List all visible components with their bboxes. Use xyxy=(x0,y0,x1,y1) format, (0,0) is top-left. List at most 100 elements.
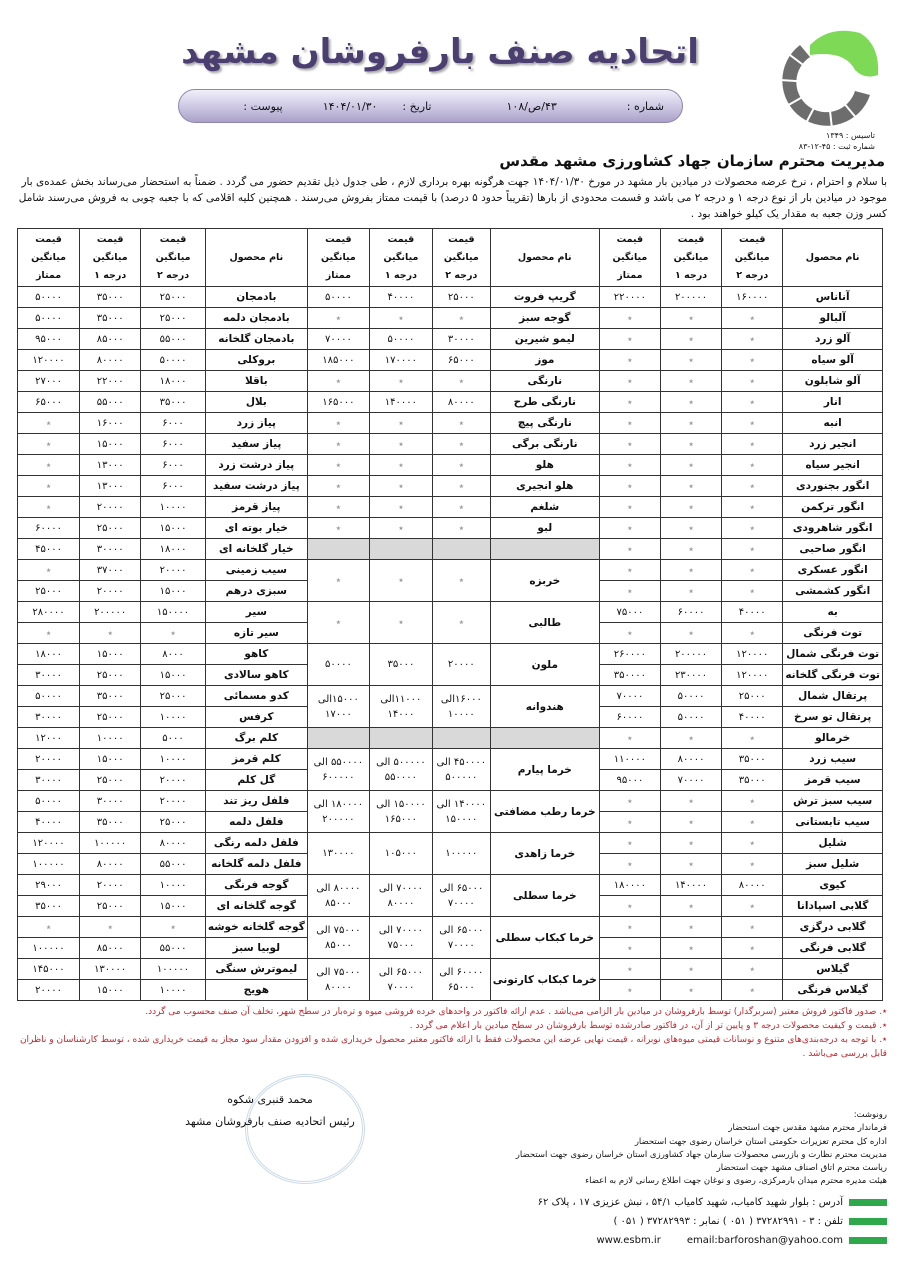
product-name: آلو زرد xyxy=(782,328,883,350)
price-cell: ٭ xyxy=(659,496,723,518)
price-cell: ۲۲۰۰۰ xyxy=(79,370,142,392)
price-cell: ٭ xyxy=(721,391,784,413)
price-cell: ۱۰۰۰۰ xyxy=(140,748,206,770)
price-cell: ۶۰۰۰۰ xyxy=(659,601,723,623)
product-name: هلو xyxy=(489,454,600,476)
product-name: نارنگی طرح xyxy=(489,391,600,413)
price-cell: ۷۰۰۰۰ xyxy=(598,685,661,707)
footer-right: رونوشت: فرماندار محترم مشهد مقدس جهت است… xyxy=(345,1069,890,1250)
product-name: بروکلی xyxy=(204,349,308,371)
price-cell: ۱۸۰۰۰ xyxy=(140,538,206,560)
price-cell: ۶۵۰۰۰ xyxy=(16,391,81,413)
signature-block: محمد قنبری شکوه رئیس اتحادیه صنف بارفروش… xyxy=(185,1089,355,1133)
price-cell: ۱۶۰۰۰۰ xyxy=(721,286,784,308)
price-cell: ۲۵۰۰۰ xyxy=(721,685,784,707)
product-name: سیر تازه xyxy=(204,622,308,644)
email[interactable]: email:barforoshan@yahoo.com xyxy=(686,1234,843,1246)
price-cell: ٭ xyxy=(721,853,784,875)
price-cell: ۲۵۰۰۰ xyxy=(79,769,142,791)
column-header-premium: قیمت میانگین ممتاز xyxy=(598,228,661,287)
price-cell: ۵۰۰۰۰ xyxy=(306,643,370,686)
price-cell: ٭ xyxy=(431,475,491,497)
price-cell: ۱۷۰۰۰۰ xyxy=(368,349,433,371)
product-name: آلو شابلون xyxy=(782,370,883,392)
price-cell: ۶۰۰۰ xyxy=(140,433,206,455)
product-name: توت فرنگی گلخانه xyxy=(782,664,883,686)
price-cell: ۷۰۰۰۰ الی ۸۰۰۰۰ xyxy=(368,874,433,917)
product-name: سیب تابستانی xyxy=(782,811,883,833)
price-cell: ۴۰۰۰۰ xyxy=(16,811,81,833)
table-row: انگور عسکری ٭ ٭ ٭ خربزه ٭ ٭ ٭ سیب زمینی ۲۰۰۰۰ ۳۷۰۰… xyxy=(16,559,883,602)
price-cell: ۲۰۰۰۰۰ xyxy=(659,643,723,665)
product-name: شلغم xyxy=(489,496,600,518)
price-cell: ٭ xyxy=(598,349,661,371)
price-cell: ۸۰۰۰ xyxy=(140,643,206,665)
price-cell: ۶۰۰۰ xyxy=(140,412,206,434)
product-name: بادمجان گلخانه xyxy=(204,328,308,350)
price-cell: ٭ xyxy=(16,916,81,938)
price-cell: ٭ xyxy=(659,790,723,812)
price-cell: ٭ xyxy=(598,496,661,518)
union-logo xyxy=(779,30,879,130)
price-cell: ٭ xyxy=(368,307,433,329)
price-cell: ٭ xyxy=(721,622,784,644)
table-row: آناناس ۱۶۰۰۰۰ ۲۰۰۰۰۰ ۲۲۰۰۰۰ گریپ فروت ۲۵۰۰۰ ۴۰… xyxy=(16,286,883,308)
table-row: شلیل ٭ ٭ ٭ خرما زاهدی ۱۰۰۰۰۰ ۱۰۵۰۰۰ ۱۳۰۰۰۰ فلفل … xyxy=(16,832,883,875)
price-cell: ۱۱۰۰۰الی ۱۴۰۰۰ xyxy=(368,685,433,728)
website[interactable]: www.esbm.ir xyxy=(596,1234,661,1246)
table-row: گیلاس ٭ ٭ ٭ خرما کبکاب کارتونی ۶۰۰۰۰ الی ۶۵۰۰… xyxy=(16,958,883,1001)
price-cell: ٭ xyxy=(659,559,723,581)
price-cell: ٭ xyxy=(431,370,491,392)
price-cell: ٭ xyxy=(306,433,370,455)
price-cell: ۲۰۰۰۰ xyxy=(140,790,206,812)
table-row: شلیل سبز ٭ ٭ ٭ فلفل دلمه گلخانه ۵۵۰۰۰ ۸۰۰۰۰ ۱۰۰… xyxy=(16,853,883,875)
price-cell: ٭ xyxy=(431,517,491,539)
price-cell: ٭ xyxy=(306,475,370,497)
price-cell: ۷۵۰۰۰ الی ۸۰۰۰۰ xyxy=(306,958,370,1001)
green-bar xyxy=(849,1236,887,1244)
price-cell: ۲۰۰۰۰ xyxy=(16,748,81,770)
product-name: انگور بجنوردی xyxy=(782,475,883,497)
table-row: انار ٭ ٭ ٭ نارنگی طرح ۸۰۰۰۰ ۱۴۰۰۰۰ ۱۶۵۰۰۰ بلال ۳۵… xyxy=(16,391,883,413)
price-cell: ۶۰۰۰ xyxy=(140,475,206,497)
price-cell: ٭ xyxy=(659,832,723,854)
price-cell: ۲۵۰۰۰ xyxy=(79,517,142,539)
price-cell: ٭ xyxy=(16,559,81,581)
price-cell: ۶۰۰۰۰ xyxy=(598,706,661,728)
product-name: خربزه xyxy=(489,559,600,602)
table-row: انگور شاهرودی ٭ ٭ ٭ لبو ٭ ٭ ٭ خیار بوته ای ۱۵۰۰۰ ۲… xyxy=(16,517,883,539)
price-cell: ۲۵۰۰۰ xyxy=(140,685,206,707)
signature-area: محمد قنبری شکوه رئیس اتحادیه صنف بارفروش… xyxy=(15,1069,365,1209)
price-cell: ۱۸۰۰۰۰ الی ۲۰۰۰۰۰ xyxy=(306,790,370,833)
column-header-g2: قیمت میانگین درجه ۲ xyxy=(721,228,784,287)
product-name: هلو انجیری xyxy=(489,475,600,497)
signatory-name: محمد قنبری شکوه xyxy=(227,1093,313,1106)
price-cell: ۱۰۰۰۰۰ xyxy=(79,832,142,854)
price-cell: ۱۰۰۰۰ xyxy=(140,979,206,1001)
price-cell: ٭ xyxy=(659,370,723,392)
price-cell xyxy=(306,538,370,560)
cc-item: ریاست محترم اتاق اصناف مشهد جهت استحضار xyxy=(716,1163,887,1174)
product-name: لوبیا سبز xyxy=(204,937,308,959)
price-cell: ۳۷۰۰۰ xyxy=(79,559,142,581)
price-cell: ۲۰۰۰۰ xyxy=(431,643,491,686)
price-cell: ٭ xyxy=(721,328,784,350)
product-name: گوجه گلخانه خوشه xyxy=(204,916,308,938)
price-cell: ٭ xyxy=(659,391,723,413)
product-name: سیب زمینی xyxy=(204,559,308,581)
price-cell: ٭ xyxy=(598,391,661,413)
price-cell: ۲۷۰۰۰ xyxy=(16,370,81,392)
product-name: توت فرنگی xyxy=(782,622,883,644)
product-name: باقلا xyxy=(204,370,308,392)
price-cell: ۱۲۰۰۰۰ xyxy=(16,349,81,371)
table-row: سیب تابستانی ٭ ٭ ٭ فلفل دلمه ۲۵۰۰۰ ۳۵۰۰۰ ۴۰۰۰۰ xyxy=(16,811,883,833)
table-row: توت فرنگی شمال ۱۲۰۰۰۰ ۲۰۰۰۰۰ ۲۶۰۰۰۰ ملون ۲۰۰۰… xyxy=(16,643,883,686)
product-name: فلفل دلمه رنگی xyxy=(204,832,308,854)
table-row: توت فرنگی ٭ ٭ ٭ سیر تازه ٭ ٭ ٭ xyxy=(16,622,883,644)
price-cell: ۲۰۰۰۰ xyxy=(79,496,142,518)
product-name: کاهو سالادی xyxy=(204,664,308,686)
price-cell: ۲۹۰۰۰ xyxy=(16,874,81,896)
cc-item: هیئت مدیره محترم میدان بارمرکزی، رضوی و … xyxy=(585,1176,887,1187)
price-cell: ٭ xyxy=(598,916,661,938)
price-cell: ۱۰۰۰۰۰ xyxy=(16,853,81,875)
